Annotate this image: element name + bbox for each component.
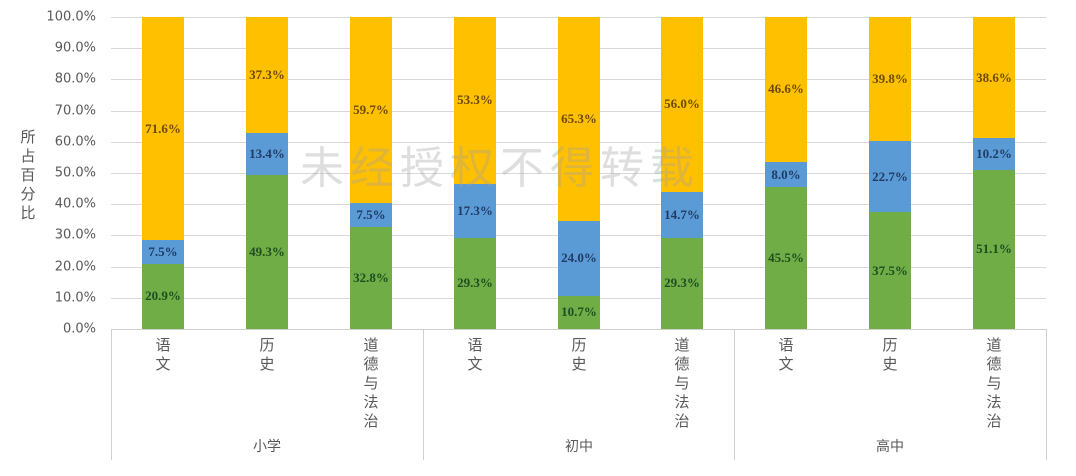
- bar-segment-series-1: [869, 212, 911, 329]
- data-label: 10.2%: [976, 145, 1012, 161]
- bar-segment-series-2: [454, 183, 496, 238]
- bar-segment-series-1: [246, 175, 288, 329]
- data-label: 20.9%: [145, 288, 181, 304]
- bar-segment-series-2: [246, 133, 288, 176]
- bar-segment-series-1: [661, 237, 703, 329]
- bar-segment-series-2: [973, 137, 1015, 170]
- group-divider: [734, 329, 735, 460]
- y-tick-label: 60.0%: [54, 134, 96, 150]
- data-label: 49.3%: [249, 244, 285, 260]
- y-tick-label: 80.0%: [54, 71, 96, 87]
- data-label: 45.5%: [768, 250, 804, 266]
- bar-segment-series-3: [973, 17, 1015, 138]
- data-label: 71.6%: [145, 120, 181, 136]
- x-tick-label: 历史: [571, 336, 587, 373]
- bar-高中-历史: 37.5% 22.7% 39.8%: [869, 17, 911, 329]
- x-tick-label: 道德与法治: [674, 336, 690, 430]
- bar-高中-语文: 45.5% 8.0% 46.6%: [765, 16, 807, 329]
- bar-初中-历史: 10.7% 24.0% 65.3%: [558, 17, 600, 329]
- bar-小学-语文: 20.9% 7.5% 71.6%: [142, 17, 184, 329]
- bar-初中-语文: 29.3% 17.3% 53.3%: [454, 17, 496, 329]
- x-tick-label: 道德与法治: [363, 336, 379, 430]
- bar-小学-道德与法治: 32.8% 7.5% 59.7%: [350, 17, 392, 329]
- bar-segment-series-1: [765, 187, 807, 329]
- y-axis-title: 所占百分比: [20, 128, 36, 222]
- bar-segment-series-3: [765, 16, 807, 163]
- y-tick-label: 50.0%: [54, 165, 96, 181]
- y-tick-label: 100.0%: [46, 9, 96, 25]
- x-group-label: 小学: [253, 439, 281, 455]
- bar-segment-series-1: [973, 169, 1015, 329]
- data-label: 8.0%: [771, 166, 801, 182]
- x-tick-label: 历史: [259, 336, 275, 373]
- bar-segment-series-3: [661, 17, 703, 192]
- group-divider: [423, 329, 424, 460]
- data-label: 65.3%: [561, 110, 597, 126]
- data-label: 14.7%: [664, 206, 700, 222]
- data-label: 53.3%: [457, 92, 493, 108]
- group-divider: [111, 329, 112, 460]
- bar-segment-series-2: [558, 220, 600, 296]
- data-label: 22.7%: [872, 168, 908, 184]
- x-axis-line: [111, 329, 1046, 330]
- bar-segment-series-2: [661, 191, 703, 238]
- x-group-label: 高中: [876, 439, 904, 455]
- data-label: 37.5%: [872, 262, 908, 278]
- bar-初中-道德与法治: 29.3% 14.7% 56.0%: [661, 17, 703, 329]
- data-label: 24.0%: [561, 250, 597, 266]
- data-label: 59.7%: [353, 102, 389, 118]
- data-label: 56.0%: [664, 96, 700, 112]
- data-label: 51.1%: [976, 241, 1012, 257]
- y-tick-label: 40.0%: [54, 196, 96, 212]
- bar-segment-series-3: [454, 17, 496, 184]
- data-label: 37.3%: [249, 67, 285, 83]
- y-tick-label: 20.0%: [54, 259, 96, 275]
- y-tick-label: 0.0%: [62, 321, 96, 337]
- x-tick-label: 语文: [155, 336, 171, 373]
- bar-segment-series-1: [454, 237, 496, 329]
- data-label: 29.3%: [457, 275, 493, 291]
- group-divider: [1046, 329, 1047, 460]
- bar-segment-series-2: [869, 141, 911, 212]
- y-tick-label: 90.0%: [54, 40, 96, 56]
- bar-segment-series-1: [142, 263, 184, 329]
- bar-segment-series-3: [869, 17, 911, 142]
- data-label: 13.4%: [249, 146, 285, 162]
- bar-高中-道德与法治: 51.1% 10.2% 38.6%: [973, 17, 1015, 329]
- bar-segment-series-3: [350, 17, 392, 204]
- y-tick-label: 30.0%: [54, 227, 96, 243]
- x-tick-label: 历史: [882, 336, 898, 373]
- bar-小学-历史: 49.3% 13.4% 37.3%: [246, 17, 288, 329]
- y-tick-label: 10.0%: [54, 290, 96, 306]
- data-label: 29.3%: [664, 275, 700, 291]
- data-label: 10.7%: [561, 304, 597, 320]
- data-label: 32.8%: [353, 269, 389, 285]
- bar-segment-series-3: [142, 17, 184, 241]
- data-label: 7.5%: [356, 206, 386, 222]
- y-tick-label: 70.0%: [54, 103, 96, 119]
- data-label: 39.8%: [872, 71, 908, 87]
- bar-segment-series-2: [350, 203, 392, 227]
- data-label: 7.5%: [148, 244, 178, 260]
- x-group-label: 初中: [565, 439, 593, 455]
- bar-segment-series-3: [246, 17, 288, 134]
- data-label: 17.3%: [457, 202, 493, 218]
- x-tick-label: 语文: [778, 336, 794, 373]
- bar-segment-series-2: [142, 240, 184, 264]
- x-tick-label: 语文: [467, 336, 483, 373]
- bar-segment-series-1: [350, 226, 392, 329]
- data-label: 38.6%: [976, 69, 1012, 85]
- data-label: 46.6%: [768, 81, 804, 97]
- bar-segment-series-2: [765, 162, 807, 188]
- bar-segment-series-1: [558, 295, 600, 329]
- bar-segment-series-3: [558, 17, 600, 221]
- x-tick-label: 道德与法治: [986, 336, 1002, 430]
